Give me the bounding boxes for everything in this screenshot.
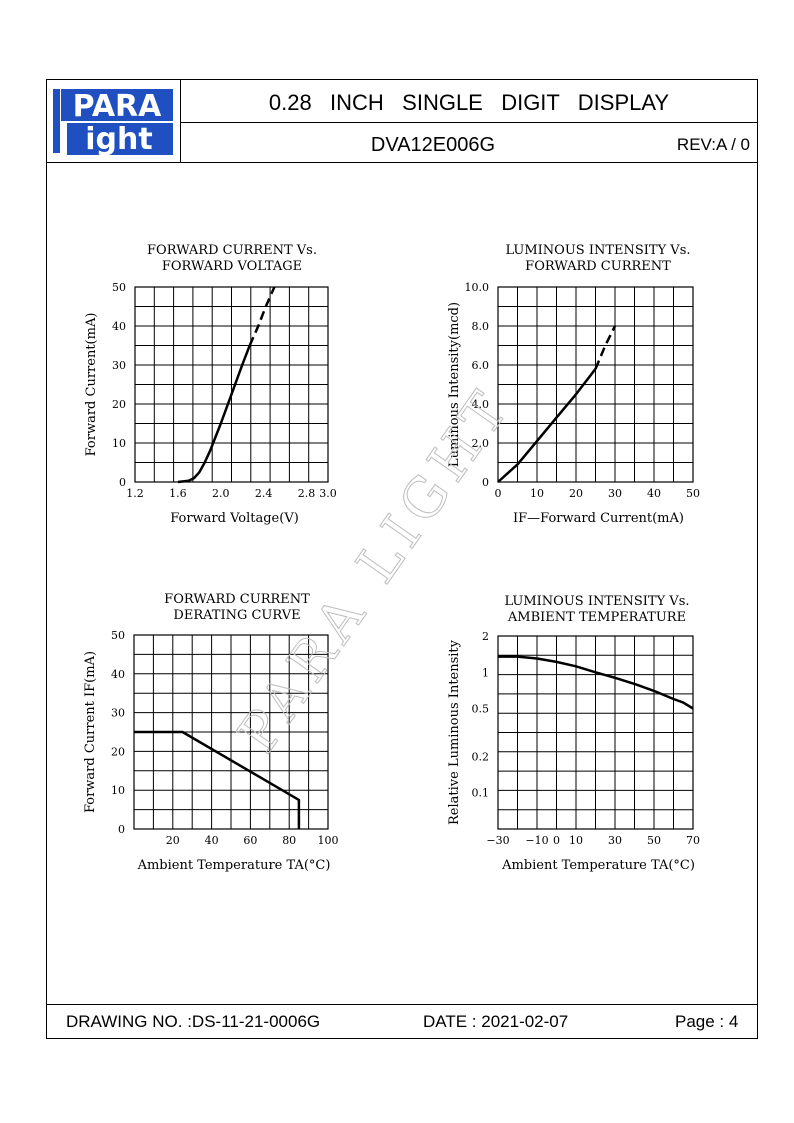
chart-2-y-tick-label: 2.0 [472,437,490,450]
chart-3-y-tick-label: 30 [111,707,125,720]
chart-2-x-tick-label: 10 [530,487,544,500]
chart-4-y-tick-label: 1 [482,666,489,679]
chart-3-x-axis-label: Ambient Temperature TA(°C) [137,858,331,873]
chart-3-x-tick-label: 60 [243,834,257,847]
chart-4-x-axis-label: Ambient Temperature TA(°C) [501,858,695,873]
drawing-number: DRAWING NO. :DS-11-21-0006G [66,1011,321,1031]
chart-1-y-axis-label: Forward Current(mA) [84,313,99,457]
chart-3-y-tick-label: 50 [111,629,125,642]
chart-1-series-2-line [248,286,276,347]
chart-2-y-tick-label: 10.0 [465,281,490,294]
svg-text:PARA: PARA [73,89,163,124]
chart-3-x-tick-label: 20 [166,834,180,847]
chart-2-x-tick-label: 40 [647,487,661,500]
chart-2-x-tick-label: 50 [686,487,700,500]
chart-4-title: LUMINOUS INTENSITY Vs. [504,594,689,609]
chart-3-x-tick-label: 40 [205,834,219,847]
chart-4-x-tick-label: −30 [486,834,509,847]
chart-1-x-tick-label: 2.8 [298,487,316,500]
chart-2-subtitle: FORWARD CURRENT [525,259,671,274]
revision-label: REV:A / 0 [676,135,750,154]
chart-4-x-tick-label: 50 [647,834,661,847]
chart-2-x-tick-label: 30 [608,487,622,500]
model-number: DVA12E006G [370,133,496,156]
para-light-logo: PARA ight [53,89,173,157]
page-number: Page : 4 [675,1011,739,1031]
chart-4-x-tick-label: 10 [569,834,583,847]
chart-3-x-tick-label: 80 [282,834,296,847]
chart-1-y-tick-label: 0 [119,476,126,489]
chart-1-subtitle: FORWARD VOLTAGE [162,259,302,274]
footer-divider [47,1004,757,1005]
logo-divider [180,80,181,163]
chart-1-x-axis-label: Forward Voltage(V) [170,511,299,526]
chart-2-y-tick-label: 4.0 [472,398,490,411]
header-divider-bottom [47,162,757,163]
document-title: 0.28 INCH SINGLE DIGIT DISPLAY [268,90,670,115]
chart-1-y-tick-label: 20 [112,398,126,411]
chart-4-series-1-line [498,655,694,710]
chart-3-y-tick-label: 20 [111,745,125,758]
chart-1-y-tick-label: 50 [112,281,126,294]
chart-2-series-2-line [594,325,617,370]
chart-3-y-tick-label: 0 [118,823,125,836]
chart-3-x-tick-label: 100 [318,834,339,847]
chart-2-y-axis-label: Luminous Intensity(mcd) [447,302,462,467]
chart-3-series-1-line [134,730,301,829]
chart-4-plot-border [497,635,694,830]
chart-3-y-tick-label: 40 [111,668,125,681]
chart-2-y-tick-label: 6.0 [472,359,490,372]
chart-1-x-tick-label: 3.0 [319,487,337,500]
svg-text:ight: ight [85,122,152,157]
chart-2-x-tick-label: 20 [569,487,583,500]
document-date: DATE : 2021-02-07 [423,1011,569,1031]
chart-4-y-tick-label: 2 [482,630,489,643]
chart-2-x-axis-label: IF—Forward Current(mA) [513,511,684,526]
chart-3-subtitle: DERATING CURVE [173,608,300,623]
chart-1-y-tick-label: 30 [112,359,126,372]
chart-2-series-1-line [497,368,597,483]
chart-4-subtitle: AMBIENT TEMPERATURE [507,610,686,625]
chart-4-y-tick-label: 0.5 [472,703,490,716]
chart-3-y-axis-label: Forward Current IF(mA) [83,651,98,813]
chart-2-y-tick-label: 8.0 [472,320,490,333]
chart-1-series-1-line [177,345,251,484]
chart-1-y-tick-label: 40 [112,320,126,333]
chart-4-y-tick-label: 0.2 [472,750,490,763]
header-divider-top [181,122,757,123]
page-frame [46,79,758,1039]
chart-2-plot-border [497,286,694,483]
chart-4-y-axis-label: Relative Luminous Intensity [447,639,462,825]
chart-4-y-tick-label: 0.1 [472,787,490,800]
chart-1-plot-border [134,286,329,483]
chart-2-title: LUMINOUS INTENSITY Vs. [505,243,690,258]
chart-1-title: FORWARD CURRENT Vs. [147,243,317,258]
chart-1-x-tick-label: 1.6 [169,487,187,500]
chart-1-x-tick-label: 2.0 [212,487,230,500]
chart-3-title: FORWARD CURRENT [164,592,310,607]
chart-4-x-tick-label: −10 [525,834,548,847]
chart-4-x-tick-label: 0 [553,834,560,847]
chart-2-x-tick-label: 0 [495,487,502,500]
chart-1-y-tick-label: 10 [112,437,126,450]
chart-1-x-tick-label: 1.2 [126,487,144,500]
chart-1-x-tick-label: 2.4 [255,487,273,500]
chart-4-x-tick-label: 70 [686,834,700,847]
chart-3-y-tick-label: 10 [111,784,125,797]
chart-4-x-tick-label: 30 [608,834,622,847]
chart-2-y-tick-label: 0 [482,476,489,489]
